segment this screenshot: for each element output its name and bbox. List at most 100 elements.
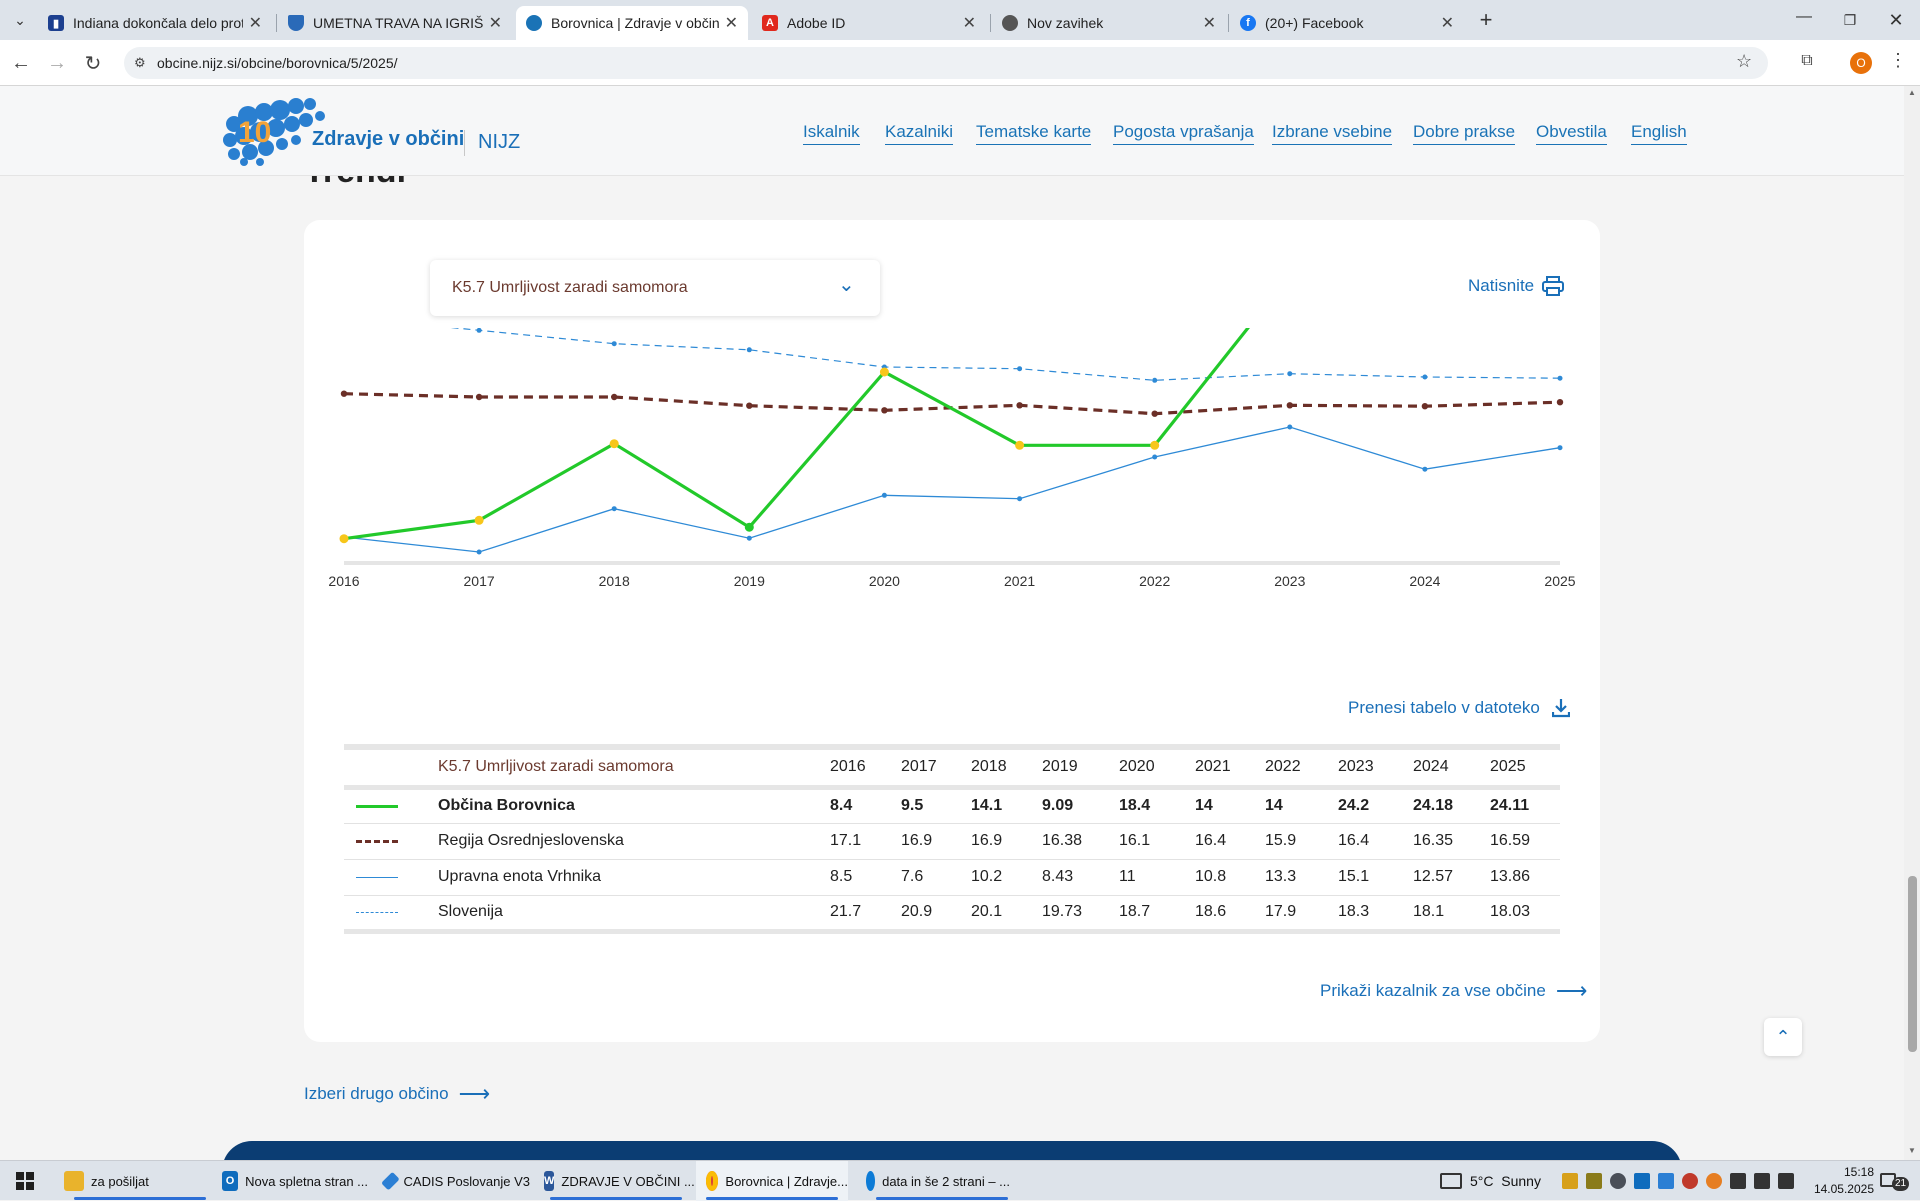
network-icon[interactable] [1730, 1173, 1746, 1189]
data-point-3-2[interactable] [611, 341, 617, 347]
data-point-3-8[interactable] [1422, 374, 1428, 380]
download-table-button[interactable]: Prenesi tabelo v datoteko [1348, 698, 1570, 718]
notifications-button[interactable]: 21 [1880, 1171, 1912, 1193]
data-point-1-3[interactable] [746, 402, 753, 409]
data-point-3-1[interactable] [476, 328, 482, 333]
volume-icon[interactable] [1754, 1173, 1770, 1189]
nav-link-tematske-karte[interactable]: Tematske karte [976, 122, 1092, 145]
outlook-tray-icon[interactable] [1634, 1173, 1650, 1189]
data-point-0-0[interactable] [339, 534, 349, 544]
data-point-1-7[interactable] [1286, 402, 1293, 409]
browser-menu-icon[interactable]: ⋮ [1889, 50, 1907, 70]
minimize-icon[interactable]: — [1796, 8, 1812, 25]
site-info-icon[interactable]: ⚙ [134, 55, 146, 70]
start-button[interactable] [10, 1161, 40, 1201]
data-point-1-1[interactable] [475, 393, 483, 401]
data-point-3-5[interactable] [1017, 366, 1023, 372]
data-point-1-2[interactable] [611, 393, 618, 401]
bookmark-star-icon[interactable]: ☆ [1736, 51, 1753, 71]
data-point-1-5[interactable] [1016, 402, 1023, 409]
data-point-2-3[interactable] [746, 535, 752, 541]
forward-icon[interactable]: → [47, 51, 67, 74]
data-point-2-6[interactable] [1152, 454, 1158, 460]
tray-icon[interactable] [1658, 1173, 1674, 1189]
nav-link-dobre-prakse[interactable]: Dobre prakse [1413, 122, 1516, 145]
tab-search-icon[interactable]: ⌄ [14, 11, 26, 28]
data-point-2-1[interactable] [476, 549, 482, 555]
data-point-1-6[interactable] [1151, 410, 1158, 417]
avatar[interactable]: O [1850, 52, 1872, 74]
choose-other-municipality-link[interactable]: Izberi drugo občino ⟶ [304, 1081, 490, 1107]
nav-link-iskalnik[interactable]: Iskalnik [803, 122, 860, 145]
new-tab-icon[interactable]: + [1479, 7, 1493, 32]
data-point-3-6[interactable] [1152, 377, 1158, 383]
data-point-3-3[interactable] [746, 347, 752, 353]
scrollbar-thumb[interactable] [1908, 876, 1917, 1052]
taskbar-app[interactable]: O Nova spletna stran ... [220, 1161, 368, 1201]
close-icon[interactable]: ✕ [248, 15, 262, 32]
nav-link-pogosta-vprasanja[interactable]: Pogosta vprašanja [1113, 122, 1254, 145]
reload-icon[interactable]: ↻ [84, 52, 102, 75]
browser-tab[interactable]: ▮ Indiana dokončala delo proti pr ✕ [38, 6, 272, 40]
data-point-1-8[interactable] [1421, 403, 1429, 410]
restore-icon[interactable]: ❐ [1843, 12, 1857, 28]
taskbar-app[interactable]: za pošiljat [60, 1161, 208, 1201]
page-scrollbar[interactable]: ▲ ▼ [1904, 86, 1920, 1160]
mail-tray-icon[interactable] [1562, 1173, 1578, 1189]
data-point-0-4[interactable] [879, 367, 889, 377]
clock[interactable]: 15:18 14.05.2025 [1790, 1164, 1874, 1198]
data-point-0-5[interactable] [1015, 440, 1025, 450]
data-point-1-4[interactable] [881, 407, 888, 414]
nav-link-izbrane-vsebine[interactable]: Izbrane vsebine [1272, 122, 1393, 145]
window-close-icon[interactable]: ✕ [1888, 10, 1904, 30]
data-point-3-9[interactable] [1557, 375, 1563, 381]
browser-tab[interactable]: Nov zavihek ✕ [992, 6, 1226, 40]
browser-tab[interactable]: UMETNA TRAVA NA IGRIŠČU V ✕ [278, 6, 512, 40]
data-point-0-3[interactable] [744, 522, 754, 532]
data-point-0-1[interactable] [474, 515, 484, 525]
battery-icon[interactable] [1778, 1173, 1794, 1189]
data-point-0-2[interactable] [609, 439, 619, 449]
data-point-2-9[interactable] [1557, 445, 1563, 451]
data-point-2-7[interactable] [1287, 424, 1293, 430]
browser-tab-active[interactable]: Borovnica | Zdravje v občini | NI ✕ [516, 6, 748, 40]
scroll-up-icon[interactable]: ▲ [1908, 88, 1916, 97]
taskbar-app[interactable]: data in še 2 strani – ... [862, 1161, 1010, 1201]
back-icon[interactable]: ← [11, 51, 31, 74]
scroll-down-icon[interactable]: ▼ [1908, 1146, 1916, 1155]
taskbar-app-active[interactable]: Borovnica | Zdravje... [696, 1161, 848, 1201]
tray-icon[interactable] [1682, 1173, 1698, 1189]
tray-icon[interactable] [1610, 1173, 1626, 1189]
scroll-to-top-button[interactable]: ⌃ [1764, 1018, 1802, 1056]
browser-tab[interactable]: f (20+) Facebook ✕ [1230, 6, 1464, 40]
nav-link-obvestila[interactable]: Obvestila [1536, 122, 1607, 145]
extensions-icon[interactable]: ⧉ [1801, 52, 1813, 69]
nav-link-english[interactable]: English [1631, 122, 1687, 145]
weather-widget[interactable]: 5°C Sunny [1440, 1161, 1541, 1201]
tray-icon[interactable] [1586, 1173, 1602, 1189]
close-icon[interactable]: ✕ [1202, 15, 1216, 32]
data-point-2-2[interactable] [611, 506, 617, 512]
data-point-2-8[interactable] [1422, 466, 1428, 472]
close-icon[interactable]: ✕ [724, 15, 738, 32]
data-point-2-4[interactable] [881, 492, 887, 498]
site-logo[interactable]: 10 Zdravje v občini NIJZ [220, 96, 520, 166]
tray-icon[interactable] [1706, 1173, 1722, 1189]
data-point-2-5[interactable] [1017, 496, 1023, 502]
browser-tab[interactable]: A Adobe ID ✕ [752, 6, 986, 40]
omnibox[interactable]: ⚙ obcine.nijz.si/obcine/borovnica/5/2025… [124, 47, 1768, 79]
close-icon[interactable]: ✕ [488, 15, 502, 32]
nav-link-kazalniki[interactable]: Kazalniki [885, 122, 954, 145]
taskbar-app[interactable]: CADIS Poslovanje V3 [381, 1161, 530, 1201]
data-point-1-0[interactable] [340, 390, 348, 397]
show-all-municipalities-link[interactable]: Prikaži kazalnik za vse občine ⟶ [1320, 978, 1587, 1004]
data-point-1-9[interactable] [1556, 399, 1564, 406]
url-text[interactable]: obcine.nijz.si/obcine/borovnica/5/2025/ [157, 55, 398, 71]
indicator-select[interactable]: K5.7 Umrljivost zaradi samomora ⌄ [430, 260, 880, 316]
data-point-0-6[interactable] [1150, 440, 1160, 450]
print-button[interactable]: Natisnite [1468, 276, 1565, 296]
data-point-3-7[interactable] [1287, 371, 1293, 377]
close-icon[interactable]: ✕ [962, 15, 976, 32]
taskbar-app[interactable]: W ZDRAVJE V OBČINI ... [542, 1161, 695, 1201]
close-icon[interactable]: ✕ [1440, 15, 1454, 32]
